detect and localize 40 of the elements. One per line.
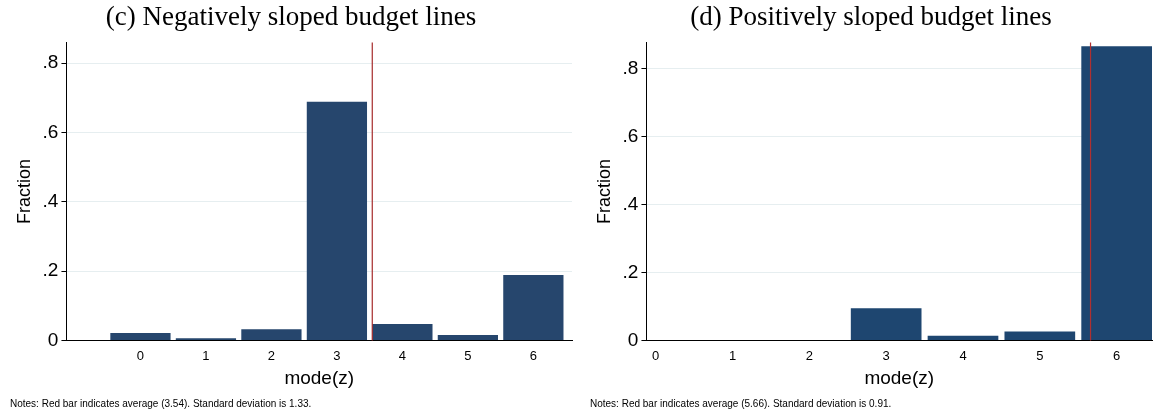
x-tick-label: 6 xyxy=(529,347,537,363)
y-tick-label: .2 xyxy=(42,259,59,281)
bar xyxy=(110,332,171,341)
x-tick-label: 0 xyxy=(136,347,145,363)
x-tick-label: 5 xyxy=(1036,347,1044,363)
x-tick-label: 5 xyxy=(464,347,472,363)
x-tick-label: 6 xyxy=(1113,347,1121,363)
y-tick-label: .6 xyxy=(42,120,59,142)
bar xyxy=(850,308,922,341)
bar xyxy=(437,335,498,341)
y-tick-label: .6 xyxy=(622,125,639,147)
bar xyxy=(1004,331,1076,341)
bar xyxy=(1081,46,1152,341)
x-tick-label: 3 xyxy=(333,347,341,363)
x-axis-title: mode(z) xyxy=(864,366,935,388)
text: Notes: Red bar indicates average (3.54). Standard deviation is 1.33. xyxy=(10,397,312,409)
bar xyxy=(503,275,564,341)
chart-title: (c) Negatively sloped budget lines xyxy=(105,1,477,32)
x-tick-label: 3 xyxy=(882,347,890,363)
y-axis-title: Fraction xyxy=(593,158,614,225)
bar xyxy=(372,323,433,341)
x-tick-label: 1 xyxy=(728,347,737,363)
chart-title: (d) Positively sloped budget lines xyxy=(690,1,1052,32)
y-axis-title: Fraction xyxy=(13,158,34,225)
y-tick-label: .8 xyxy=(622,57,639,79)
y-tick-label: .4 xyxy=(42,190,59,212)
x-tick-label: 4 xyxy=(959,347,967,363)
y-tick-label: .2 xyxy=(622,260,639,282)
y-tick-label: .8 xyxy=(42,51,59,73)
x-axis-title: mode(z) xyxy=(284,366,355,388)
bar xyxy=(927,335,999,341)
bar xyxy=(306,101,368,341)
x-tick-label: 2 xyxy=(267,347,276,363)
x-tick-label: 2 xyxy=(805,347,813,363)
x-tick-label: 0 xyxy=(652,347,660,363)
y-tick-label: .4 xyxy=(622,192,639,214)
bar xyxy=(241,329,302,341)
x-tick-label: 1 xyxy=(202,347,210,363)
text: Notes: Red bar indicates average (5.66). Standard deviation is 0.91. xyxy=(590,397,892,409)
x-tick-label: 4 xyxy=(398,347,407,363)
